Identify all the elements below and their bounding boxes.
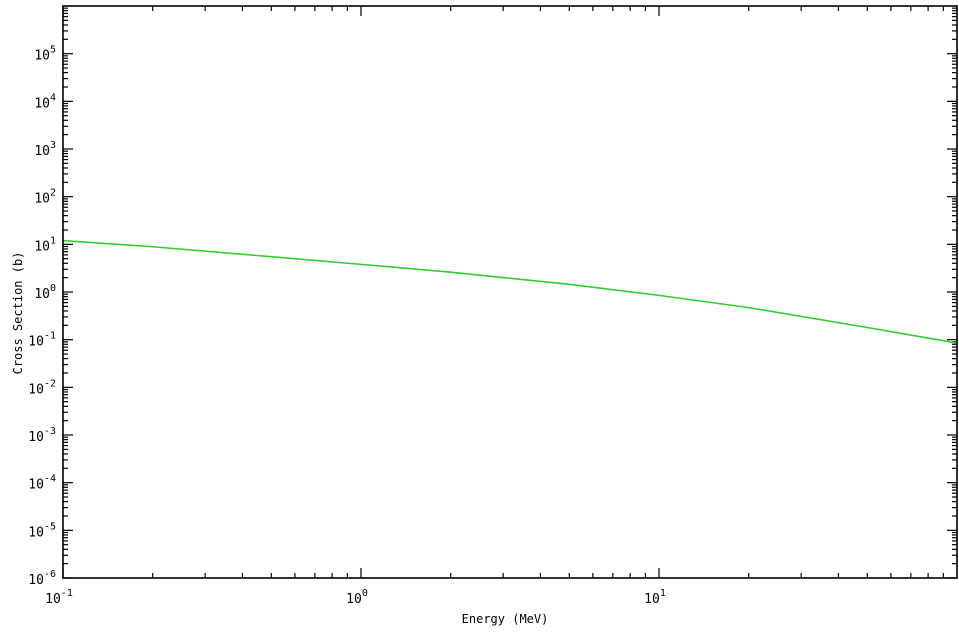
x-tick-label: 100 <box>346 588 368 607</box>
y-tick-label: 10-5 <box>28 521 56 540</box>
y-tick-label-exponent: -5 <box>44 521 56 532</box>
y-tick-label-exponent: -4 <box>44 474 56 485</box>
tick-labels-layer: 10-610-510-410-310-210-11001011021031041… <box>28 45 666 607</box>
y-tick-label-base: 10 <box>34 49 50 64</box>
y-tick-label-base: 10 <box>34 96 50 111</box>
x-tick-label-exponent: -1 <box>61 588 73 599</box>
y-tick-label: 10-6 <box>28 569 56 588</box>
x-tick-label: 101 <box>644 588 666 607</box>
y-tick-label-exponent: 1 <box>50 235 56 246</box>
y-tick-label-exponent: 2 <box>50 188 56 199</box>
y-tick-label-base: 10 <box>34 287 50 302</box>
x-axis-title: Energy (MeV) <box>462 612 549 626</box>
y-tick-label-exponent: -3 <box>44 426 56 437</box>
y-axis-title: Cross Section (b) <box>11 252 25 375</box>
y-tick-label-exponent: 3 <box>50 140 56 151</box>
y-tick-label-exponent: 5 <box>50 45 56 56</box>
x-tick-label-base: 10 <box>346 592 362 607</box>
y-tick-label: 10-2 <box>28 378 56 397</box>
y-tick-label: 104 <box>34 92 56 111</box>
y-tick-label-base: 10 <box>28 382 44 397</box>
y-tick-label-exponent: 4 <box>50 92 56 103</box>
y-tick-label: 101 <box>34 235 56 254</box>
y-tick-label: 10-3 <box>28 426 56 445</box>
y-tick-label: 105 <box>34 45 56 64</box>
x-tick-label-base: 10 <box>644 592 660 607</box>
y-tick-label-base: 10 <box>28 525 44 540</box>
y-tick-label-base: 10 <box>28 335 44 350</box>
x-tick-label: 10-1 <box>45 588 73 607</box>
ticks-layer <box>62 6 957 579</box>
y-tick-label: 103 <box>34 140 56 159</box>
y-tick-label-base: 10 <box>34 239 50 254</box>
y-tick-label: 100 <box>34 283 56 302</box>
y-tick-label-exponent: 0 <box>50 283 56 294</box>
series-layer <box>62 239 958 344</box>
y-tick-label: 102 <box>34 188 56 207</box>
x-tick-label-exponent: 1 <box>660 588 666 599</box>
y-tick-label-base: 10 <box>28 573 44 588</box>
y-tick-label-exponent: -2 <box>44 378 56 389</box>
y-tick-label: 10-1 <box>28 331 56 350</box>
y-tick-label-exponent: -6 <box>44 569 56 580</box>
y-tick-label-base: 10 <box>34 192 50 207</box>
y-tick-label-base: 10 <box>28 430 44 445</box>
y-tick-label-exponent: -1 <box>44 331 56 342</box>
x-tick-label-exponent: 0 <box>362 588 368 599</box>
x-tick-label-base: 10 <box>45 592 61 607</box>
series-line-0 <box>62 239 958 344</box>
y-tick-label: 10-4 <box>28 474 56 493</box>
plot-frame <box>62 5 958 579</box>
y-tick-label-base: 10 <box>28 478 44 493</box>
y-tick-label-base: 10 <box>34 144 50 159</box>
